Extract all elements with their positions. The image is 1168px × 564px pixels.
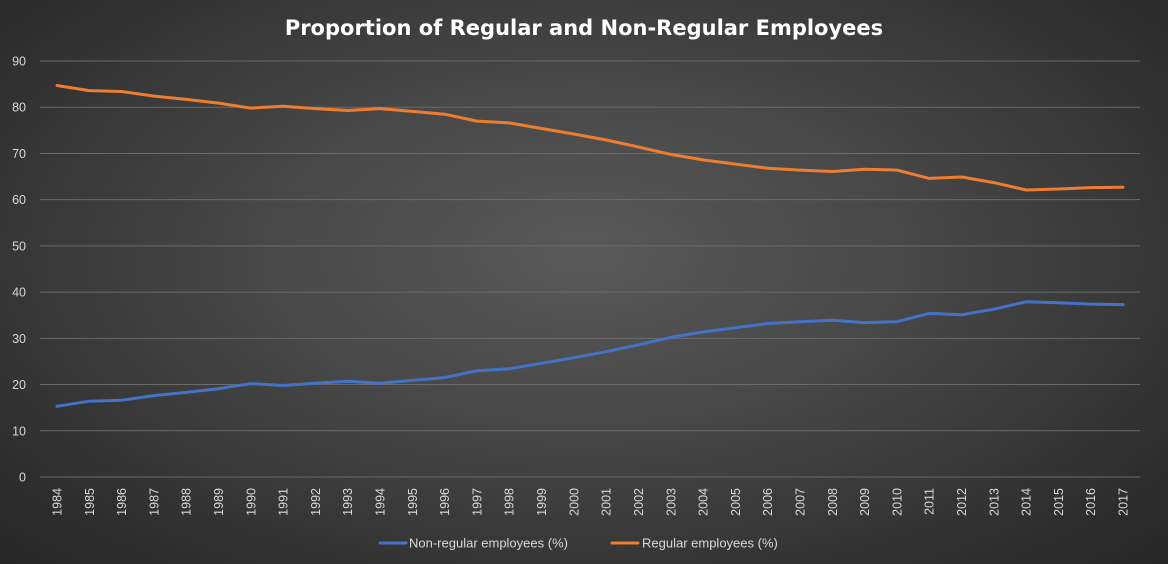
x-tick-label: 2012: [955, 488, 969, 516]
y-tick-label: 70: [12, 147, 26, 161]
x-tick-label: 2008: [826, 488, 840, 516]
x-tick-label: 1991: [277, 488, 291, 516]
legend-item: Non-regular employees (%): [378, 536, 568, 551]
y-tick-label: 40: [12, 286, 26, 300]
x-tick-label: 2017: [1117, 488, 1131, 516]
y-axis-ticks: 0 10 20 30 40 50 60 70 80 90: [12, 55, 26, 485]
x-tick-label: 2014: [1020, 488, 1034, 516]
x-tick-label: 1987: [147, 488, 161, 516]
x-axis-ticks: 1984 1985 1986 1987 1988 1989 1990 1991 1992 1993…: [51, 488, 1131, 516]
x-tick-label: 1989: [212, 488, 226, 516]
x-tick-label: 1985: [83, 488, 97, 516]
y-tick-label: 80: [12, 101, 26, 115]
legend-label: Non-regular employees (%): [409, 536, 568, 551]
x-tick-label: 2009: [858, 488, 872, 516]
legend: Non-regular employees (%) Regular employe…: [378, 536, 778, 551]
x-tick-label: 1992: [309, 488, 323, 516]
x-tick-label: 2002: [632, 488, 646, 516]
x-tick-label: 2005: [729, 488, 743, 516]
legend-item: Regular employees (%): [610, 536, 778, 551]
y-tick-label: 90: [12, 55, 26, 69]
x-tick-label: 1999: [535, 488, 549, 516]
y-tick-label: 20: [12, 378, 26, 392]
x-tick-label: 1997: [470, 488, 484, 516]
gridlines: [40, 60, 1140, 478]
x-tick-label: 2010: [890, 488, 904, 516]
x-tick-label: 2011: [923, 488, 937, 515]
series-line-non-regular: [55, 300, 1125, 408]
chart-title: Proportion of Regular and Non-Regular Em…: [285, 16, 883, 40]
x-tick-label: 1988: [180, 488, 194, 516]
x-tick-label: 1993: [341, 488, 355, 516]
series-lines: [55, 84, 1125, 408]
legend-label: Regular employees (%): [642, 536, 778, 551]
x-tick-label: 2007: [793, 488, 807, 516]
x-tick-label: 2001: [600, 488, 614, 516]
x-tick-label: 2004: [697, 488, 711, 516]
y-tick-label: 30: [12, 332, 26, 346]
series-line-regular: [55, 84, 1125, 192]
x-tick-label: 2000: [567, 488, 581, 516]
y-tick-label: 60: [12, 193, 26, 207]
x-tick-label: 2006: [761, 488, 775, 516]
x-tick-label: 2016: [1084, 488, 1098, 516]
y-tick-label: 50: [12, 239, 26, 253]
x-tick-label: 1990: [244, 488, 258, 516]
y-tick-label: 0: [19, 471, 26, 485]
x-tick-label: 1986: [115, 488, 129, 516]
x-tick-label: 1984: [51, 488, 65, 516]
x-tick-label: 1994: [374, 488, 388, 516]
x-tick-label: 1998: [503, 488, 517, 516]
x-tick-label: 2013: [987, 488, 1001, 516]
x-tick-label: 1995: [406, 488, 420, 516]
x-tick-label: 2003: [664, 488, 678, 516]
x-tick-label: 1996: [438, 488, 452, 516]
x-tick-label: 2015: [1052, 488, 1066, 516]
y-tick-label: 10: [12, 424, 26, 438]
